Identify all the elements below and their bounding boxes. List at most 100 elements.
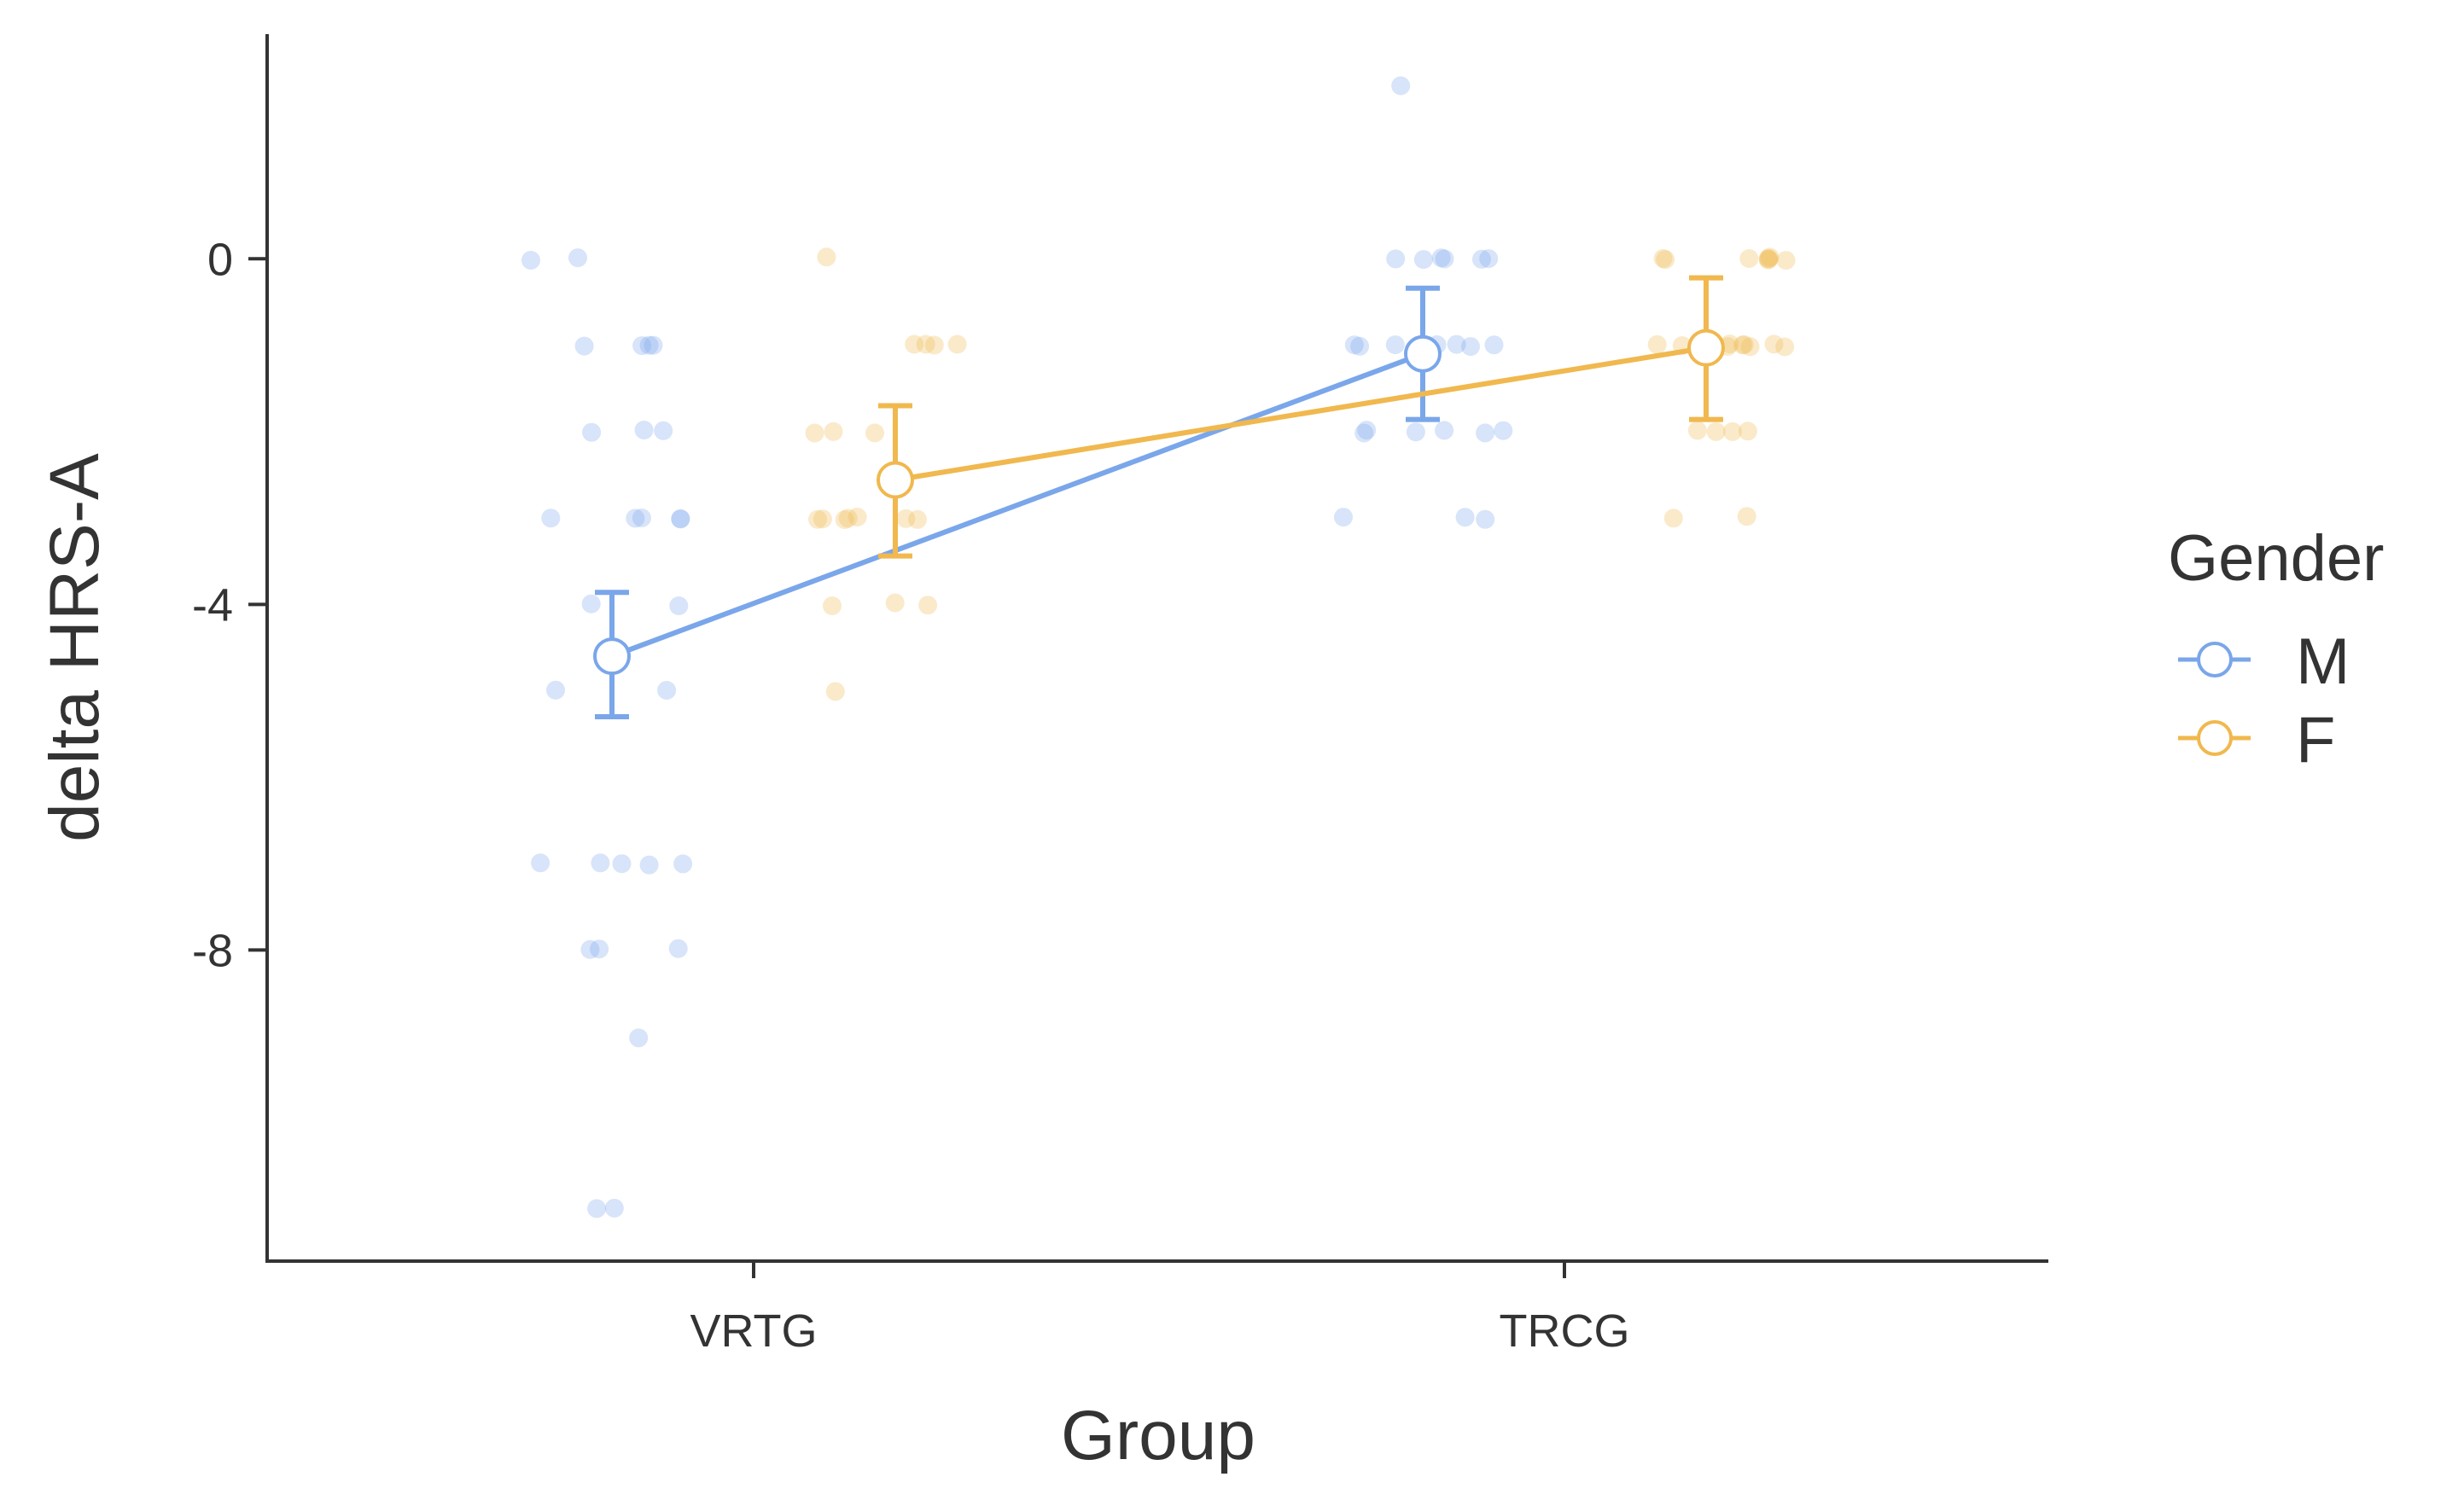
raw-point-m xyxy=(1344,335,1364,355)
raw-point-m xyxy=(632,509,651,527)
legend-title: Gender xyxy=(2168,522,2385,595)
legend-entry-f: F xyxy=(2178,704,2335,776)
mean-point-f xyxy=(877,461,914,499)
raw-point-f xyxy=(947,334,967,354)
raw-point-f xyxy=(835,510,854,529)
raw-point-f xyxy=(1760,247,1780,267)
raw-point-f xyxy=(905,334,924,354)
raw-point-m xyxy=(1350,336,1370,356)
raw-point-f xyxy=(916,334,935,354)
legend-label-f: F xyxy=(2296,704,2335,776)
raw-point-m xyxy=(1484,335,1504,355)
raw-point-m xyxy=(1357,421,1377,440)
x-tick-label: VRTG xyxy=(690,1305,817,1357)
raw-point-m xyxy=(644,335,663,355)
raw-point-f xyxy=(1758,250,1778,270)
raw-point-f xyxy=(848,508,867,526)
raw-point-m xyxy=(581,594,601,613)
raw-point-m xyxy=(541,509,561,528)
y-axis-ticks: 0 -4 -8 xyxy=(192,234,267,976)
raw-point-m xyxy=(574,336,594,356)
series-line-m xyxy=(610,351,1424,659)
mean-point-f xyxy=(1687,329,1725,367)
series-layer xyxy=(593,275,1725,720)
raw-point-m xyxy=(654,421,673,440)
x-tick-label: TRCG xyxy=(1500,1305,1630,1357)
raw-point-f xyxy=(838,509,858,528)
raw-point-m xyxy=(657,681,677,700)
raw-point-f xyxy=(1734,334,1754,354)
raw-point-f xyxy=(1687,421,1707,440)
raw-point-m xyxy=(580,939,600,959)
raw-point-f xyxy=(865,423,884,443)
raw-point-m xyxy=(1435,421,1454,440)
raw-point-m xyxy=(1385,335,1405,355)
y-tick-label: -4 xyxy=(192,579,233,631)
mean-point-m xyxy=(1404,334,1442,373)
legend-label-m: M xyxy=(2296,625,2350,698)
raw-point-m xyxy=(1435,249,1454,269)
raw-point-f xyxy=(1720,334,1739,354)
raw-point-m xyxy=(668,939,688,958)
raw-point-f xyxy=(1740,337,1760,357)
raw-point-f xyxy=(1759,249,1779,269)
raw-point-m xyxy=(531,853,550,873)
raw-point-f xyxy=(896,509,916,528)
raw-point-f xyxy=(1722,422,1742,441)
raw-point-m xyxy=(632,336,652,356)
raw-point-f xyxy=(825,682,845,701)
raw-point-m xyxy=(1334,508,1353,527)
series-line-f xyxy=(894,345,1707,483)
raw-point-f xyxy=(1653,248,1673,268)
raw-point-m xyxy=(639,335,659,355)
raw-point-f xyxy=(1647,334,1667,354)
raw-point-f xyxy=(1737,507,1756,526)
raw-point-m xyxy=(1455,508,1475,527)
raw-point-m xyxy=(1431,248,1451,268)
raw-point-m xyxy=(1413,250,1433,270)
raw-point-m xyxy=(1476,509,1495,529)
raw-point-f xyxy=(1663,509,1683,528)
raw-point-m xyxy=(1494,421,1513,440)
raw-point-f xyxy=(823,596,842,615)
raw-point-m xyxy=(612,854,632,874)
raw-point-f xyxy=(1656,250,1675,270)
raw-point-f xyxy=(824,422,843,441)
raw-point-f xyxy=(1733,335,1752,355)
mean-point-m xyxy=(593,637,631,676)
legend-key-point-m xyxy=(2197,642,2233,677)
raw-point-m xyxy=(582,422,602,442)
raw-point-f xyxy=(813,509,832,529)
raw-point-m xyxy=(591,853,610,873)
raw-point-m xyxy=(590,939,609,959)
raw-point-f xyxy=(1738,422,1757,441)
raw-point-m xyxy=(1354,423,1374,443)
raw-point-m xyxy=(587,1199,607,1218)
raw-point-f xyxy=(1706,422,1726,441)
x-axis-ticks: VRTG TRCG xyxy=(690,1261,1629,1357)
raw-point-m xyxy=(1479,249,1499,269)
y-tick-label: 0 xyxy=(207,234,233,285)
raw-point-m xyxy=(634,421,654,439)
raw-point-f xyxy=(1764,334,1784,354)
raw-point-m xyxy=(669,596,689,615)
y-axis-title: delta HRS-A xyxy=(36,453,114,842)
raw-point-m xyxy=(568,248,587,268)
raw-point-m xyxy=(1391,76,1411,96)
raw-point-f xyxy=(808,509,827,529)
y-tick-label: -8 xyxy=(192,925,233,976)
raw-point-m xyxy=(629,1028,649,1048)
raw-point-f xyxy=(908,509,927,529)
raw-point-m xyxy=(1461,337,1480,357)
raw-point-f xyxy=(805,423,824,443)
raw-point-m xyxy=(671,509,690,529)
raw-point-m xyxy=(1476,423,1495,443)
raw-point-f xyxy=(1776,251,1796,270)
raw-point-f xyxy=(918,596,938,615)
raw-point-f xyxy=(1739,249,1759,268)
raw-point-m xyxy=(1472,249,1491,269)
raw-point-m xyxy=(1447,334,1466,354)
raw-point-f xyxy=(924,335,944,355)
x-axis-title: Group xyxy=(1061,1397,1255,1474)
